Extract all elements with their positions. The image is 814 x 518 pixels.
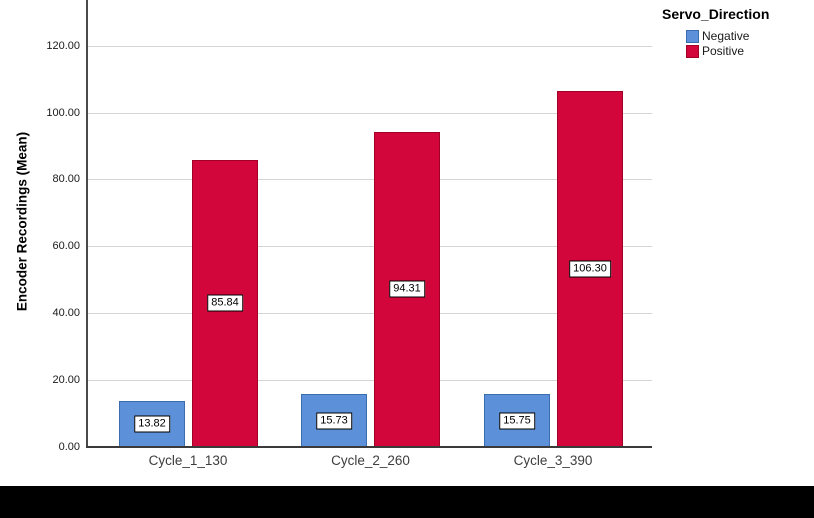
gridline — [88, 179, 652, 180]
gridline — [88, 313, 652, 314]
y-axis-line — [86, 0, 88, 447]
x-category-label: Cycle_1_130 — [148, 453, 228, 468]
legend-item-label: Negative — [702, 29, 750, 43]
legend-swatch-icon — [686, 30, 699, 43]
y-tick-label: 100.00 — [46, 107, 80, 119]
legend: Servo_Direction Negative Positive — [660, 6, 810, 59]
bar-value-label: 15.75 — [499, 412, 535, 430]
legend-swatch-icon — [686, 45, 699, 58]
legend-items: Negative Positive — [660, 29, 810, 59]
x-category-label: Cycle_3_390 — [513, 453, 593, 468]
x-axis-line — [86, 446, 652, 448]
bottom-black-bar — [0, 486, 814, 518]
legend-item-positive: Positive — [686, 44, 810, 59]
bar-value-label: 15.73 — [316, 412, 352, 430]
x-category-label: Cycle_2_260 — [331, 453, 410, 468]
gridline — [88, 380, 652, 381]
bar-value-label: 106.30 — [569, 260, 611, 278]
bar-value-label: 94.31 — [389, 280, 425, 298]
gridline — [88, 246, 652, 247]
y-tick-label: 120.00 — [46, 40, 80, 52]
gridline — [88, 113, 652, 114]
y-tick-label: 0.00 — [58, 441, 80, 453]
legend-title: Servo_Direction — [662, 6, 770, 22]
bar-value-label: 85.84 — [207, 294, 243, 312]
y-tick-label: 80.00 — [52, 173, 80, 185]
y-axis-title: Encoder Recordings (Mean) — [14, 131, 30, 312]
y-tick-label: 60.00 — [52, 240, 80, 252]
legend-item-negative: Negative — [686, 29, 810, 44]
y-tick-label: 40.00 — [52, 307, 80, 319]
legend-item-label: Positive — [702, 44, 745, 58]
bar-value-label: 13.82 — [134, 415, 170, 433]
gridline — [88, 46, 652, 47]
y-tick-label: 20.00 — [52, 374, 80, 386]
